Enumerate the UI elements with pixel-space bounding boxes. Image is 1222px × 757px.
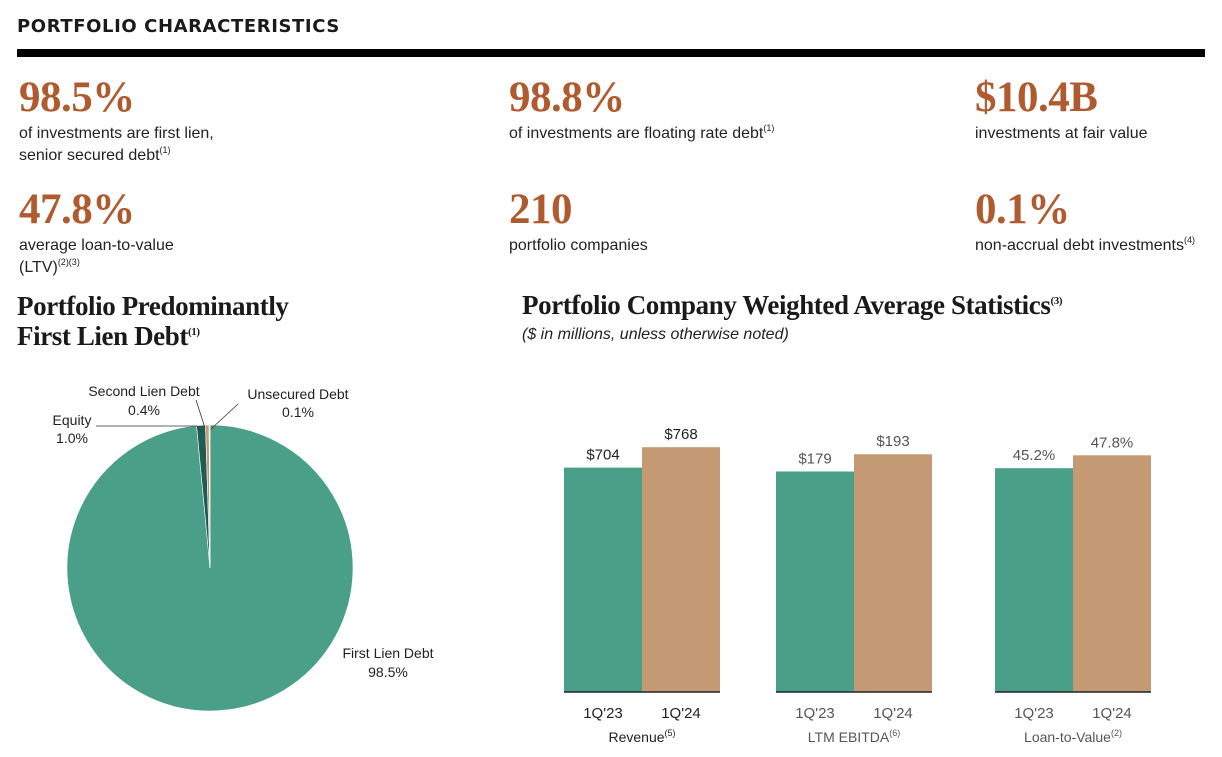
stat-description: non-accrual debt investments(4): [975, 235, 1195, 255]
bar-category-label: 1Q'24: [661, 705, 701, 722]
pie-label-equity: Equity: [53, 412, 92, 428]
stat-value: 210: [509, 186, 572, 233]
stat-portfolio-companies: 210 portfolio companies: [509, 188, 648, 257]
pie-value-equity: 1.0%: [56, 430, 88, 446]
bar-revenue-1q24: [642, 447, 720, 692]
title-rule: [17, 49, 1205, 57]
bar-category-label: 1Q'23: [1014, 705, 1054, 722]
bar-group-label: LTM EBITDA(6): [808, 728, 900, 745]
stat-fair-value: $10.4B investments at fair value: [975, 76, 1148, 145]
stat-description: of investments are first lien, senior se…: [19, 125, 214, 164]
section-title: PORTFOLIO CHARACTERISTICS: [17, 16, 340, 37]
bar-category-label: 1Q'24: [873, 705, 913, 722]
bar-value-label: $704: [586, 447, 619, 464]
stat-value: 98.5%: [19, 74, 135, 121]
bar-loan-to-value-1q23: [995, 468, 1073, 692]
bar-chart-title: Portfolio Company Weighted Average Stati…: [522, 290, 1063, 320]
stat-description: average loan-to-value (LTV)(2)(3): [19, 237, 174, 276]
pie-label-unsecured-debt: Unsecured Debt: [247, 386, 348, 402]
stat-value: $10.4B: [975, 74, 1098, 121]
pie-value-first-lien-debt: 98.5%: [368, 664, 408, 680]
bar-loan-to-value-1q24: [1073, 455, 1151, 692]
pie-leader-equity: [96, 425, 202, 433]
stat-description: portfolio companies: [509, 237, 648, 254]
bar-group-label: Revenue(5): [608, 728, 675, 745]
stat-description: of investments are floating rate debt(1): [509, 123, 775, 143]
bar-value-label: 47.8%: [1091, 434, 1134, 451]
pie-slice-unsecured-debt: [208, 424, 211, 569]
bar-value-label: 45.2%: [1013, 447, 1056, 464]
stat-description: investments at fair value: [975, 125, 1148, 142]
bar-ltm-ebitda-1q23: [776, 471, 854, 692]
bar-category-label: 1Q'23: [583, 705, 623, 722]
stat-value: 98.8%: [509, 74, 625, 121]
stat-ltv: 47.8% average loan-to-value (LTV)(2)(3): [19, 188, 174, 279]
stat-first-lien: 98.5% of investments are first lien, sen…: [19, 76, 214, 167]
stat-floating-rate: 98.8% of investments are floating rate d…: [509, 76, 774, 145]
stat-value: 0.1%: [975, 186, 1070, 233]
bar-revenue-1q23: [564, 467, 642, 692]
pie-leader-unsecured: [210, 403, 239, 430]
bar-group-label: Loan-to-Value(2): [1024, 728, 1122, 745]
pie-leader-second-lien: [195, 399, 206, 429]
pie-label-first-lien-debt: First Lien Debt: [342, 645, 433, 661]
bar-value-label: $179: [798, 450, 831, 467]
bar-category-label: 1Q'24: [1092, 705, 1132, 722]
pie-value-second-lien-debt: 0.4%: [128, 402, 160, 418]
bar-value-label: $193: [876, 433, 909, 450]
pie-chart-title: Portfolio Predominantly First Lien Debt(…: [17, 291, 289, 351]
pie-label-second-lien-debt: Second Lien Debt: [88, 383, 199, 399]
pie-value-unsecured-debt: 0.1%: [282, 404, 314, 420]
bar-ltm-ebitda-1q24: [854, 454, 932, 692]
bar-chart-subtitle: ($ in millions, unless otherwise noted): [522, 326, 789, 343]
bar-value-label: $768: [664, 426, 697, 443]
stat-value: 47.8%: [19, 186, 135, 233]
bar-category-label: 1Q'23: [795, 705, 835, 722]
stat-non-accrual: 0.1% non-accrual debt investments(4): [975, 188, 1195, 257]
